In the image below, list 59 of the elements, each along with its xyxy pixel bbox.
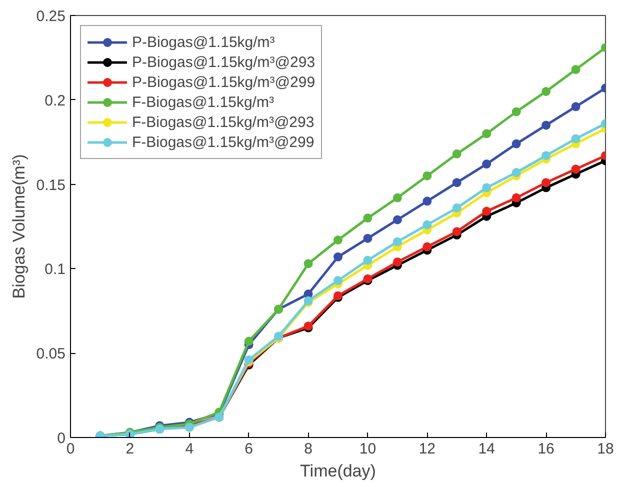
- legend-label: P-Biogas@1.15kg/m³: [132, 33, 275, 51]
- x-axis-title: Time(day): [300, 462, 376, 480]
- point: [482, 160, 492, 169]
- point: [542, 178, 551, 188]
- y-tick-label: 0.1: [44, 261, 66, 278]
- point: [392, 257, 402, 266]
- x-tick-label: 10: [359, 440, 376, 458]
- point: [512, 139, 521, 148]
- point: [422, 242, 432, 252]
- y-tick-label: 0: [57, 430, 66, 447]
- point: [482, 183, 492, 192]
- point: [571, 65, 580, 74]
- x-tick-label: 14: [478, 440, 495, 458]
- legend-label: F-Biogas@1.15kg/m³: [132, 93, 274, 111]
- point: [512, 168, 521, 177]
- point: [542, 151, 551, 160]
- point: [452, 203, 462, 212]
- point: [571, 164, 580, 174]
- point: [392, 193, 402, 202]
- y-axis-title: Biogas Volume(m³): [9, 154, 28, 299]
- point: [304, 259, 313, 268]
- x-tick-label: 16: [538, 440, 554, 458]
- legend-label: P-Biogas@1.15kg/m³@293: [132, 53, 316, 71]
- point: [392, 215, 402, 224]
- point: [542, 86, 551, 96]
- point: [363, 214, 372, 223]
- point: [452, 178, 462, 188]
- point: [512, 107, 521, 116]
- y-tick-label: 0.05: [36, 346, 66, 363]
- x-tick-label: 4: [185, 440, 194, 458]
- legend-label: F-Biogas@1.15kg/m³@293: [132, 113, 314, 131]
- legend-label: P-Biogas@1.15kg/m³@299: [132, 73, 316, 91]
- point: [422, 196, 432, 206]
- point: [571, 134, 580, 144]
- point: [334, 236, 342, 244]
- y-tick-label: 0.15: [36, 176, 66, 194]
- point: [571, 102, 580, 112]
- y-tick-label: 0.2: [44, 92, 66, 110]
- point: [512, 193, 521, 202]
- point: [422, 171, 432, 180]
- legend-label: F-Biogas@1.15kg/m³@299: [132, 133, 314, 151]
- x-tick-label: 2: [126, 440, 134, 458]
- x-tick-label: 8: [304, 440, 312, 458]
- point: [482, 206, 492, 216]
- point: [363, 256, 372, 265]
- x-tick-label: 6: [244, 440, 254, 458]
- y-tick-label: 0.25: [36, 8, 66, 25]
- point: [482, 129, 492, 138]
- point: [542, 120, 551, 130]
- point: [334, 252, 342, 262]
- point: [392, 237, 402, 246]
- x-tick-label: 18: [597, 440, 614, 458]
- point: [244, 336, 254, 346]
- point: [363, 234, 372, 243]
- x-tick-label: 12: [418, 440, 436, 458]
- point: [452, 149, 462, 158]
- point: [422, 220, 432, 230]
- point: [452, 227, 462, 236]
- point: [334, 276, 342, 286]
